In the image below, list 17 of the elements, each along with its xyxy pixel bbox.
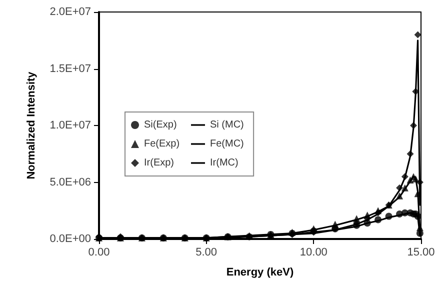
legend-label: Si (MC) [210, 120, 244, 130]
x-tick-label: 0.00 [88, 246, 110, 258]
y-axis-title: Normalized Intensity [26, 70, 38, 180]
y-tick-label: 1.0E+07 [50, 120, 91, 132]
x-tick-label: 5.00 [196, 246, 218, 258]
y-tick-label: 5.0E+06 [50, 176, 91, 188]
legend-label: Fe(Exp) [144, 138, 180, 150]
legend-label: Ir(Exp) [144, 158, 174, 168]
y-tick-label: 0.0E+00 [50, 233, 91, 245]
y-tick-label: 2.0E+07 [50, 6, 91, 18]
x-tick-label: 10.00 [300, 246, 328, 258]
legend-label: Fe(MC) [210, 138, 244, 150]
legend-label: Ir(MC) [210, 158, 238, 168]
legend-label: Si(Exp) [144, 120, 177, 130]
x-axis-title: Energy (keV) [226, 266, 294, 278]
x-tick-label: 15.00 [407, 246, 435, 258]
y-tick-label: 1.5E+07 [50, 62, 91, 75]
